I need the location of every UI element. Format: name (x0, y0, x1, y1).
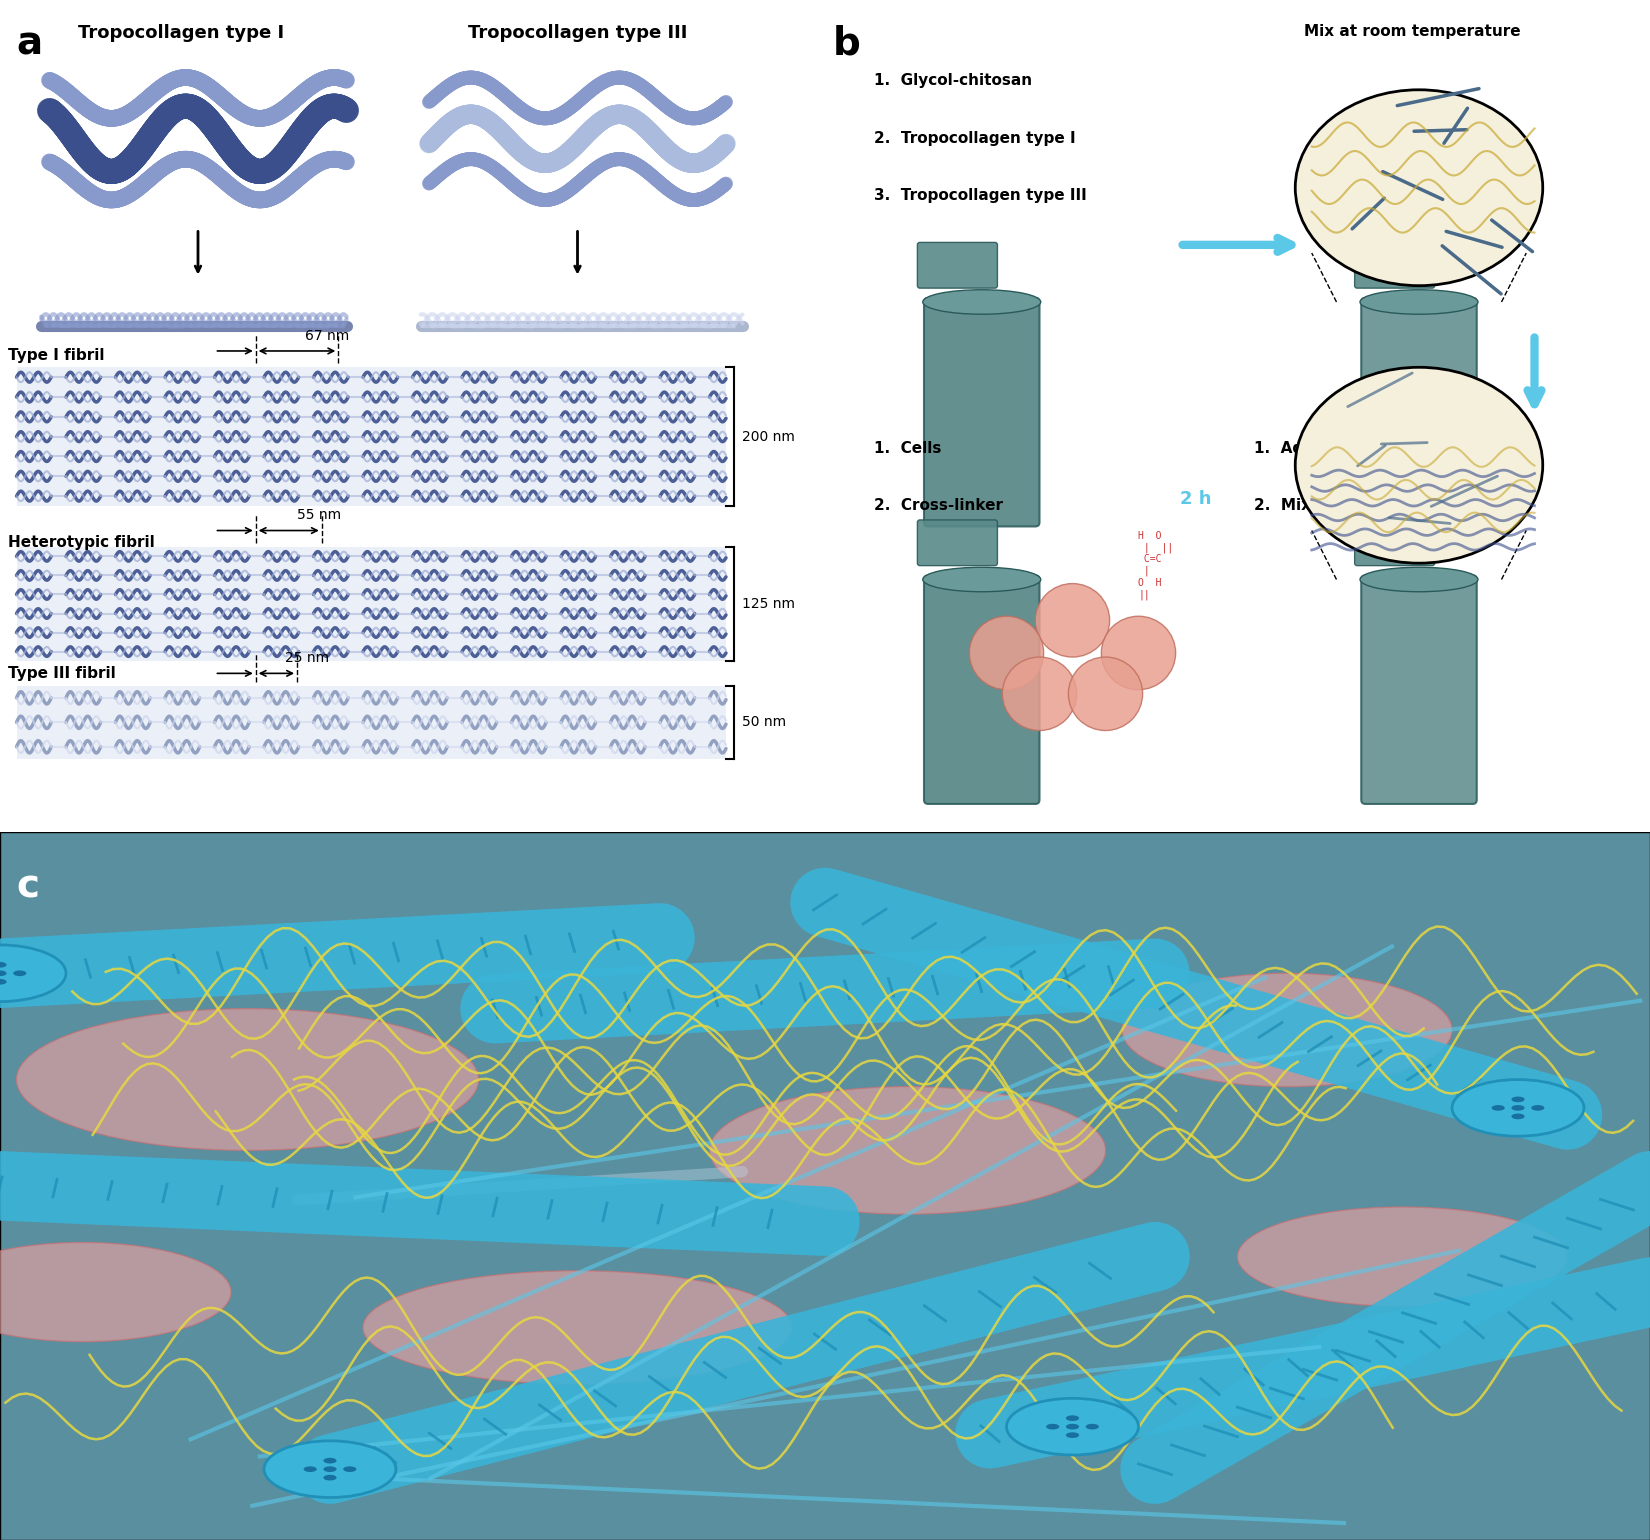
Circle shape (0, 979, 7, 984)
Circle shape (1102, 616, 1175, 690)
FancyBboxPatch shape (16, 547, 726, 565)
Text: H  O
 |  ||
 C=C
 |  
O  H
||: H O | || C=C | O H || (1138, 530, 1173, 601)
Ellipse shape (1295, 89, 1543, 286)
FancyBboxPatch shape (16, 685, 726, 710)
Text: 50 nm: 50 nm (742, 716, 787, 730)
Circle shape (1066, 1424, 1079, 1429)
Ellipse shape (922, 567, 1041, 591)
FancyBboxPatch shape (16, 642, 726, 661)
Text: 3.  Tropocollagen type III: 3. Tropocollagen type III (874, 188, 1087, 203)
Circle shape (1003, 658, 1076, 730)
Text: 125 nm: 125 nm (742, 598, 795, 611)
FancyBboxPatch shape (924, 576, 1040, 804)
Ellipse shape (1238, 1207, 1568, 1306)
FancyBboxPatch shape (16, 604, 726, 624)
FancyBboxPatch shape (1361, 297, 1477, 527)
Circle shape (0, 946, 66, 1001)
Circle shape (1511, 1106, 1525, 1110)
Circle shape (1492, 1106, 1505, 1110)
Circle shape (0, 970, 7, 976)
FancyBboxPatch shape (16, 427, 726, 447)
Circle shape (970, 616, 1043, 690)
Text: Type I fibril: Type I fibril (8, 348, 104, 362)
Text: a: a (16, 25, 43, 63)
Circle shape (323, 1466, 337, 1472)
Text: Tropocollagen type I: Tropocollagen type I (79, 25, 284, 43)
FancyBboxPatch shape (16, 467, 726, 487)
Ellipse shape (710, 1087, 1106, 1214)
Text: Heterotypic fibril: Heterotypic fibril (8, 536, 155, 550)
Circle shape (1066, 1415, 1079, 1421)
FancyBboxPatch shape (917, 242, 997, 288)
Circle shape (1511, 1113, 1525, 1120)
Circle shape (1036, 584, 1109, 658)
Text: 67 nm: 67 nm (305, 330, 350, 343)
Circle shape (323, 1458, 337, 1463)
Text: Type III fibril: Type III fibril (8, 665, 116, 681)
Text: 2.  Tropocollagen type I: 2. Tropocollagen type I (874, 131, 1076, 146)
FancyBboxPatch shape (1361, 576, 1477, 804)
FancyBboxPatch shape (16, 565, 726, 585)
Circle shape (13, 970, 26, 976)
Text: 2.  Mix at room temperature: 2. Mix at room temperature (1254, 497, 1498, 513)
Text: b: b (833, 25, 861, 63)
Circle shape (1511, 1096, 1525, 1103)
Circle shape (1069, 658, 1142, 730)
Text: c: c (16, 867, 40, 906)
Ellipse shape (0, 1243, 231, 1341)
FancyBboxPatch shape (924, 297, 1040, 527)
FancyBboxPatch shape (1355, 521, 1434, 565)
FancyBboxPatch shape (16, 367, 726, 387)
FancyBboxPatch shape (917, 521, 997, 565)
Ellipse shape (1295, 367, 1543, 564)
FancyBboxPatch shape (16, 387, 726, 407)
Text: 1.  Cells: 1. Cells (874, 440, 942, 456)
Circle shape (1452, 1080, 1584, 1137)
Text: Tropocollagen type III: Tropocollagen type III (469, 25, 686, 43)
Ellipse shape (1122, 973, 1452, 1087)
FancyBboxPatch shape (16, 624, 726, 642)
Text: 2 h: 2 h (1180, 490, 1211, 508)
Circle shape (1531, 1106, 1544, 1110)
Ellipse shape (16, 1009, 478, 1150)
FancyBboxPatch shape (16, 487, 726, 507)
FancyBboxPatch shape (16, 407, 726, 427)
Text: 200 nm: 200 nm (742, 430, 795, 444)
Text: 2.  Cross-linker: 2. Cross-linker (874, 497, 1003, 513)
Text: Mix at room temperature: Mix at room temperature (1304, 25, 1520, 40)
Ellipse shape (922, 290, 1041, 314)
FancyBboxPatch shape (1355, 242, 1434, 288)
FancyBboxPatch shape (0, 832, 1650, 1540)
Text: 1.  Adjust pH: 1. Adjust pH (1254, 440, 1365, 456)
FancyBboxPatch shape (16, 447, 726, 467)
Circle shape (1086, 1424, 1099, 1429)
Circle shape (343, 1466, 356, 1472)
Text: 1.  Glycol-chitosan: 1. Glycol-chitosan (874, 74, 1033, 88)
Circle shape (323, 1475, 337, 1480)
Ellipse shape (1360, 290, 1478, 314)
Text: 55 nm: 55 nm (297, 508, 342, 522)
Circle shape (304, 1466, 317, 1472)
Ellipse shape (363, 1270, 792, 1384)
Circle shape (1046, 1424, 1059, 1429)
Circle shape (0, 962, 7, 967)
Circle shape (1006, 1398, 1138, 1455)
FancyBboxPatch shape (16, 735, 726, 759)
Circle shape (1066, 1432, 1079, 1438)
FancyBboxPatch shape (16, 710, 726, 735)
Text: 25 nm: 25 nm (284, 651, 328, 665)
Ellipse shape (1360, 567, 1478, 591)
FancyBboxPatch shape (16, 585, 726, 604)
Circle shape (264, 1441, 396, 1497)
